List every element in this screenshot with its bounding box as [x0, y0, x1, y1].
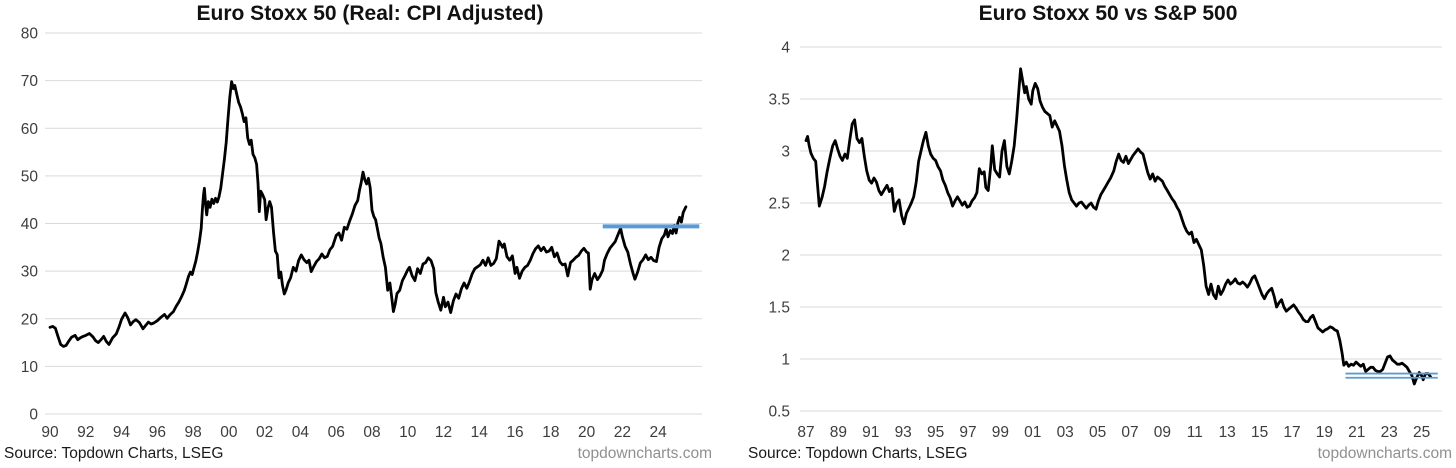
- x-tick-label: 17: [1283, 424, 1300, 441]
- y-tick-label: 60: [21, 121, 39, 138]
- y-tick-label: 4: [781, 40, 790, 57]
- x-tick-label: 25: [1413, 424, 1430, 441]
- y-tick-label: 30: [21, 264, 39, 281]
- y-tick-label: 2.5: [768, 196, 790, 213]
- y-tick-label: 0: [29, 407, 38, 424]
- x-tick-label: 90: [41, 424, 59, 441]
- x-tick-label: 13: [1219, 424, 1236, 441]
- chart-panel-euro-stoxx-vs-sp500: Euro Stoxx 50 vs S&P 500 0.5 1 1.5 2 2.5 3 3.5…: [728, 0, 1456, 468]
- x-tick-label: 20: [578, 424, 596, 441]
- x-tick-label: 89: [830, 424, 847, 441]
- x-tick-label: 99: [992, 424, 1009, 441]
- x-tick-label: 08: [363, 424, 380, 441]
- y-tick-label: 2: [781, 248, 790, 265]
- chart-title: Euro Stoxx 50 (Real: CPI Adjusted): [196, 2, 544, 25]
- y-tick-label: 1.5: [768, 300, 790, 317]
- x-tick-label: 95: [927, 424, 944, 441]
- x-tick-label: 92: [77, 424, 94, 441]
- chart-footer: Source: Topdown Charts, LSEG topdownchar…: [748, 445, 1452, 465]
- x-tick-label: 05: [1089, 424, 1106, 441]
- x-tick-label: 04: [292, 424, 310, 441]
- watermark-text: topdowncharts.com: [577, 445, 712, 462]
- x-tick-label: 23: [1381, 424, 1398, 441]
- x-tick-label: 00: [220, 424, 238, 441]
- y-tick-label: 50: [21, 168, 39, 185]
- x-tick-label: 02: [256, 424, 273, 441]
- price-line: [48, 80, 688, 348]
- source-text: Source: Topdown Charts, LSEG: [4, 445, 224, 462]
- x-tick-label: 06: [328, 424, 345, 441]
- x-tick-label: 91: [862, 424, 879, 441]
- y-tick-label: 3: [781, 144, 790, 161]
- x-tick-label: 12: [435, 424, 452, 441]
- y-tick-label: 0.5: [768, 404, 790, 421]
- x-tick-label: 97: [959, 424, 976, 441]
- chart-footer: Source: Topdown Charts, LSEG topdownchar…: [4, 445, 712, 465]
- x-tick-label: 10: [399, 424, 417, 441]
- y-tick-label: 70: [21, 73, 39, 90]
- x-tick-label: 96: [149, 424, 166, 441]
- x-tick-label: 98: [184, 424, 201, 441]
- x-tick-label: 16: [506, 424, 523, 441]
- x-tick-label: 18: [542, 424, 559, 441]
- x-tick-label: 01: [1024, 424, 1041, 441]
- y-tick-label: 10: [21, 359, 39, 376]
- x-tick-label: 09: [1154, 424, 1171, 441]
- y-tick-label: 1: [781, 352, 790, 369]
- x-tick-label: 03: [1057, 424, 1074, 441]
- x-tick-label: 14: [471, 424, 489, 441]
- y-tick-label: 80: [21, 26, 39, 43]
- x-tick-label: 87: [797, 424, 814, 441]
- x-tick-label: 07: [1121, 424, 1138, 441]
- x-tick-label: 11: [1187, 424, 1203, 441]
- x-tick-label: 21: [1348, 424, 1365, 441]
- y-tick-label: 3.5: [768, 92, 790, 109]
- y-tick-label: 20: [21, 311, 39, 328]
- source-text: Source: Topdown Charts, LSEG: [748, 445, 968, 462]
- chart-canvas: 0.5 1 1.5 2 2.5 3 3.5 4 87 89 91 93 95 97 99 01 03 05 07 09…: [768, 40, 1442, 441]
- x-tick-label: 94: [113, 424, 131, 441]
- chart-title: Euro Stoxx 50 vs S&P 500: [978, 2, 1238, 25]
- y-tick-label: 40: [21, 216, 39, 233]
- x-tick-label: 15: [1251, 424, 1268, 441]
- chart-canvas: 0 10 20 30 40 50 60 70 80 90 92 94 96 98 00 02 04 06 08 10 1…: [21, 26, 702, 441]
- watermark-text: topdowncharts.com: [1317, 445, 1452, 462]
- x-tick-label: 93: [895, 424, 912, 441]
- price-line: [804, 67, 1432, 386]
- x-tick-label: 24: [650, 424, 668, 441]
- chart-panel-euro-stoxx-real: Euro Stoxx 50 (Real: CPI Adjusted) 0 10 20…: [4, 2, 712, 465]
- x-tick-label: 19: [1316, 424, 1333, 441]
- x-tick-label: 22: [614, 424, 631, 441]
